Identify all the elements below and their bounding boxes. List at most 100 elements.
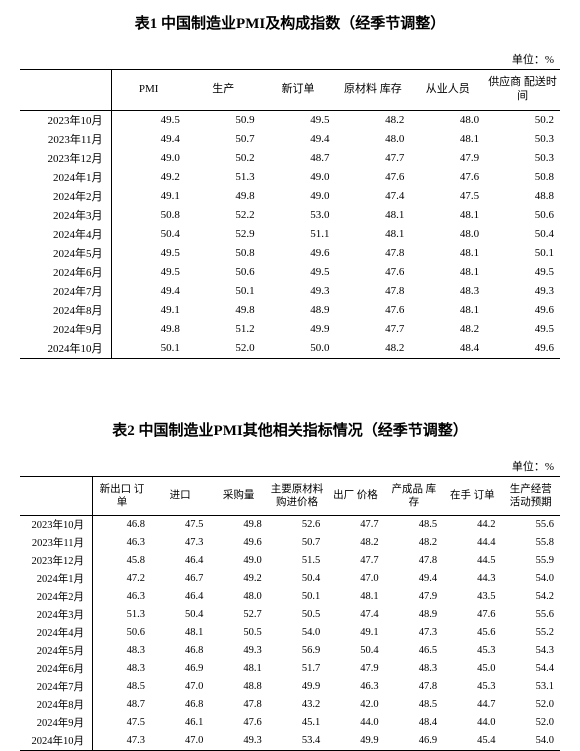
value-cell: 49.5: [261, 263, 336, 282]
value-cell: 48.9: [261, 301, 336, 320]
table2-header-import: 进口: [151, 476, 209, 515]
value-cell: 52.0: [501, 714, 560, 732]
value-cell: 44.2: [443, 515, 501, 534]
value-cell: 47.4: [335, 187, 410, 206]
value-cell: 49.1: [326, 624, 384, 642]
table-row: 2024年10月47.347.049.353.449.946.945.454.0: [20, 732, 560, 751]
value-cell: 48.7: [93, 696, 151, 714]
value-cell: 56.9: [268, 642, 326, 660]
value-cell: 49.5: [485, 320, 560, 339]
value-cell: 45.3: [443, 642, 501, 660]
value-cell: 47.5: [151, 515, 209, 534]
table1-header-employ: 从业人员: [410, 70, 485, 111]
value-cell: 48.5: [385, 696, 443, 714]
value-cell: 49.8: [186, 301, 261, 320]
value-cell: 54.0: [268, 624, 326, 642]
value-cell: 44.3: [443, 570, 501, 588]
date-cell: 2024年9月: [20, 320, 111, 339]
table1-head: PMI 生产 新订单 原材料 库存 从业人员 供应商 配送时间: [20, 70, 560, 111]
table-row: 2024年8月49.149.848.947.648.149.6: [20, 301, 560, 320]
table-row: 2023年10月46.847.549.852.647.748.544.255.6: [20, 515, 560, 534]
date-cell: 2023年10月: [20, 515, 93, 534]
value-cell: 45.3: [443, 678, 501, 696]
value-cell: 48.1: [335, 225, 410, 244]
value-cell: 45.6: [443, 624, 501, 642]
value-cell: 48.4: [410, 339, 485, 359]
value-cell: 52.0: [186, 339, 261, 359]
table2-header-matprice: 主要原材料 购进价格: [268, 476, 326, 515]
value-cell: 47.9: [410, 149, 485, 168]
value-cell: 48.2: [410, 320, 485, 339]
value-cell: 48.0: [410, 110, 485, 130]
table1-header-prod: 生产: [186, 70, 261, 111]
value-cell: 47.6: [443, 606, 501, 624]
table1-section: 表1 中国制造业PMI及构成指数（经季节调整） 单位：% PMI 生产 新订单 …: [20, 12, 560, 359]
value-cell: 49.6: [261, 244, 336, 263]
value-cell: 50.1: [186, 282, 261, 301]
table-row: 2024年3月50.852.253.048.148.150.6: [20, 206, 560, 225]
table-row: 2024年3月51.350.452.750.547.448.947.655.6: [20, 606, 560, 624]
value-cell: 48.8: [485, 187, 560, 206]
date-cell: 2024年3月: [20, 606, 93, 624]
value-cell: 49.3: [209, 642, 267, 660]
date-cell: 2024年4月: [20, 624, 93, 642]
value-cell: 50.3: [485, 130, 560, 149]
table1-header-pmi: PMI: [111, 70, 186, 111]
table-row: 2023年11月46.347.349.650.748.248.244.455.8: [20, 534, 560, 552]
value-cell: 47.6: [335, 263, 410, 282]
value-cell: 50.5: [209, 624, 267, 642]
value-cell: 47.6: [335, 301, 410, 320]
value-cell: 48.7: [261, 149, 336, 168]
value-cell: 45.8: [93, 552, 151, 570]
value-cell: 49.8: [111, 320, 186, 339]
table-row: 2023年12月45.846.449.051.547.747.844.555.9: [20, 552, 560, 570]
value-cell: 49.3: [261, 282, 336, 301]
value-cell: 54.4: [501, 660, 560, 678]
value-cell: 49.5: [111, 110, 186, 130]
date-cell: 2024年7月: [20, 282, 111, 301]
value-cell: 50.4: [326, 642, 384, 660]
table-row: 2024年8月48.746.847.843.242.048.544.752.0: [20, 696, 560, 714]
value-cell: 49.0: [261, 187, 336, 206]
value-cell: 51.7: [268, 660, 326, 678]
value-cell: 47.7: [335, 320, 410, 339]
table-row: 2024年5月48.346.849.356.950.446.545.354.3: [20, 642, 560, 660]
table2-header-exprice: 出厂 价格: [326, 476, 384, 515]
value-cell: 48.3: [385, 660, 443, 678]
value-cell: 52.9: [186, 225, 261, 244]
date-cell: 2024年5月: [20, 244, 111, 263]
value-cell: 44.0: [326, 714, 384, 732]
value-cell: 49.0: [209, 552, 267, 570]
value-cell: 50.0: [261, 339, 336, 359]
value-cell: 48.1: [151, 624, 209, 642]
value-cell: 48.5: [93, 678, 151, 696]
value-cell: 47.7: [326, 515, 384, 534]
value-cell: 51.1: [261, 225, 336, 244]
value-cell: 47.7: [335, 149, 410, 168]
value-cell: 46.3: [326, 678, 384, 696]
value-cell: 50.7: [186, 130, 261, 149]
value-cell: 47.8: [335, 282, 410, 301]
table-row: 2023年12月49.050.248.747.747.950.3: [20, 149, 560, 168]
value-cell: 48.5: [385, 515, 443, 534]
value-cell: 46.7: [151, 570, 209, 588]
value-cell: 50.8: [186, 244, 261, 263]
value-cell: 49.1: [111, 187, 186, 206]
value-cell: 52.7: [209, 606, 267, 624]
value-cell: 45.0: [443, 660, 501, 678]
value-cell: 54.0: [501, 732, 560, 751]
date-cell: 2024年1月: [20, 570, 93, 588]
table2-header-export: 新出口 订单: [93, 476, 151, 515]
value-cell: 53.0: [261, 206, 336, 225]
table-row: 2024年7月49.450.149.347.848.349.3: [20, 282, 560, 301]
value-cell: 46.4: [151, 552, 209, 570]
value-cell: 48.1: [326, 588, 384, 606]
value-cell: 47.3: [93, 732, 151, 751]
value-cell: 48.1: [410, 206, 485, 225]
value-cell: 47.8: [385, 552, 443, 570]
value-cell: 47.8: [335, 244, 410, 263]
value-cell: 46.9: [385, 732, 443, 751]
table2-header-purchase: 采购量: [209, 476, 267, 515]
value-cell: 48.1: [410, 130, 485, 149]
date-cell: 2024年2月: [20, 588, 93, 606]
